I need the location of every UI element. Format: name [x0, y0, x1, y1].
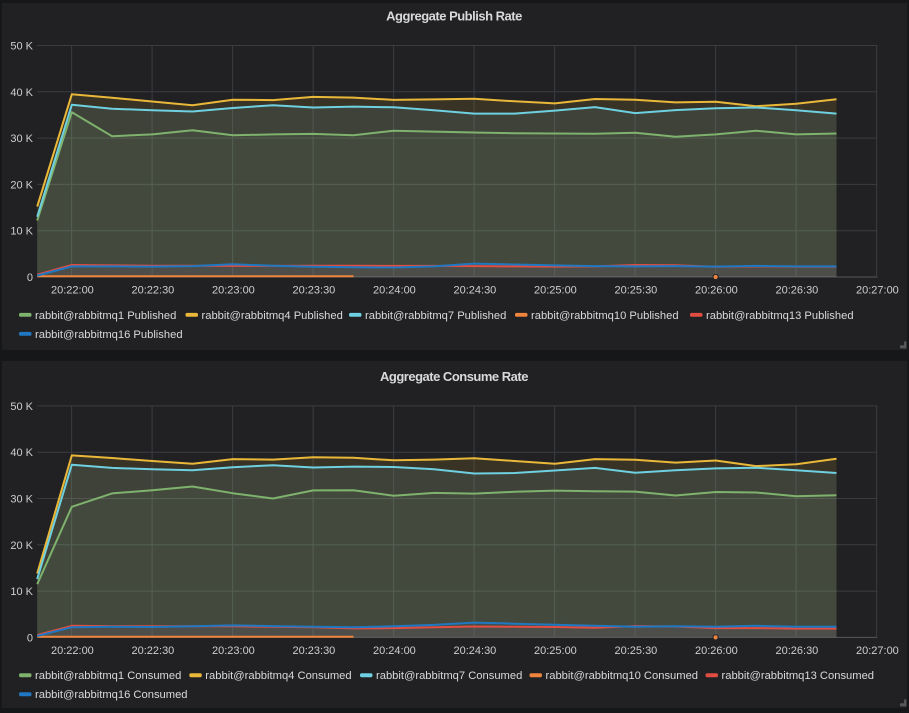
- svg-text:20:26:00: 20:26:00: [695, 285, 738, 297]
- svg-text:20:22:00: 20:22:00: [51, 645, 94, 657]
- svg-text:20:26:00: 20:26:00: [695, 645, 738, 657]
- svg-text:rabbit@rabbitmq16 Published: rabbit@rabbitmq16 Published: [35, 329, 183, 341]
- svg-text:20:26:30: 20:26:30: [775, 285, 818, 297]
- svg-text:20:23:30: 20:23:30: [292, 645, 335, 657]
- svg-text:10 K: 10 K: [10, 586, 33, 598]
- svg-text:rabbit@rabbitmq4 Consumed: rabbit@rabbitmq4 Consumed: [205, 670, 351, 682]
- svg-text:20:22:30: 20:22:30: [131, 285, 174, 297]
- svg-text:rabbit@rabbitmq16 Consumed: rabbit@rabbitmq16 Consumed: [35, 689, 188, 701]
- svg-text:rabbit@rabbitmq1 Published: rabbit@rabbitmq1 Published: [35, 310, 176, 322]
- svg-text:50 K: 50 K: [10, 41, 33, 53]
- svg-text:rabbit@rabbitmq4 Published: rabbit@rabbitmq4 Published: [202, 310, 343, 322]
- svg-text:20:25:30: 20:25:30: [614, 645, 657, 657]
- svg-text:20:23:30: 20:23:30: [292, 285, 335, 297]
- svg-text:rabbit@rabbitmq7 Consumed: rabbit@rabbitmq7 Consumed: [376, 670, 522, 682]
- svg-text:20 K: 20 K: [10, 179, 33, 191]
- svg-text:30 K: 30 K: [10, 133, 33, 145]
- svg-text:rabbit@rabbitmq7 Published: rabbit@rabbitmq7 Published: [365, 310, 506, 322]
- svg-text:rabbit@rabbitmq13 Consumed: rabbit@rabbitmq13 Consumed: [722, 670, 875, 682]
- svg-text:rabbit@rabbitmq13 Published: rabbit@rabbitmq13 Published: [706, 310, 854, 322]
- svg-text:20:23:00: 20:23:00: [212, 285, 255, 297]
- svg-text:50 K: 50 K: [10, 401, 33, 413]
- svg-text:rabbit@rabbitmq10 Published: rabbit@rabbitmq10 Published: [531, 310, 679, 322]
- svg-text:Aggregate Publish Rate: Aggregate Publish Rate: [386, 9, 522, 24]
- svg-text:20:25:00: 20:25:00: [534, 645, 577, 657]
- svg-text:rabbit@rabbitmq1 Consumed: rabbit@rabbitmq1 Consumed: [35, 670, 181, 682]
- svg-text:0: 0: [27, 632, 33, 644]
- svg-text:20:25:00: 20:25:00: [534, 285, 577, 297]
- svg-text:10 K: 10 K: [10, 226, 33, 238]
- svg-text:20:25:30: 20:25:30: [614, 285, 657, 297]
- svg-text:40 K: 40 K: [10, 87, 33, 99]
- svg-text:20:26:30: 20:26:30: [775, 645, 818, 657]
- svg-text:20:24:00: 20:24:00: [373, 645, 416, 657]
- svg-text:20:27:00: 20:27:00: [856, 645, 899, 657]
- svg-text:0: 0: [27, 272, 33, 284]
- svg-text:rabbit@rabbitmq10 Consumed: rabbit@rabbitmq10 Consumed: [546, 670, 699, 682]
- svg-text:20:22:30: 20:22:30: [131, 645, 174, 657]
- svg-text:20:22:00: 20:22:00: [51, 285, 94, 297]
- svg-text:20:24:30: 20:24:30: [453, 285, 496, 297]
- svg-text:20:23:00: 20:23:00: [212, 645, 255, 657]
- svg-text:20:24:00: 20:24:00: [373, 285, 416, 297]
- svg-text:20 K: 20 K: [10, 540, 33, 552]
- svg-text:20:27:00: 20:27:00: [856, 285, 899, 297]
- svg-text:20:24:30: 20:24:30: [453, 645, 496, 657]
- svg-text:30 K: 30 K: [10, 494, 33, 506]
- svg-text:40 K: 40 K: [10, 447, 33, 459]
- svg-text:Aggregate Consume Rate: Aggregate Consume Rate: [380, 369, 528, 384]
